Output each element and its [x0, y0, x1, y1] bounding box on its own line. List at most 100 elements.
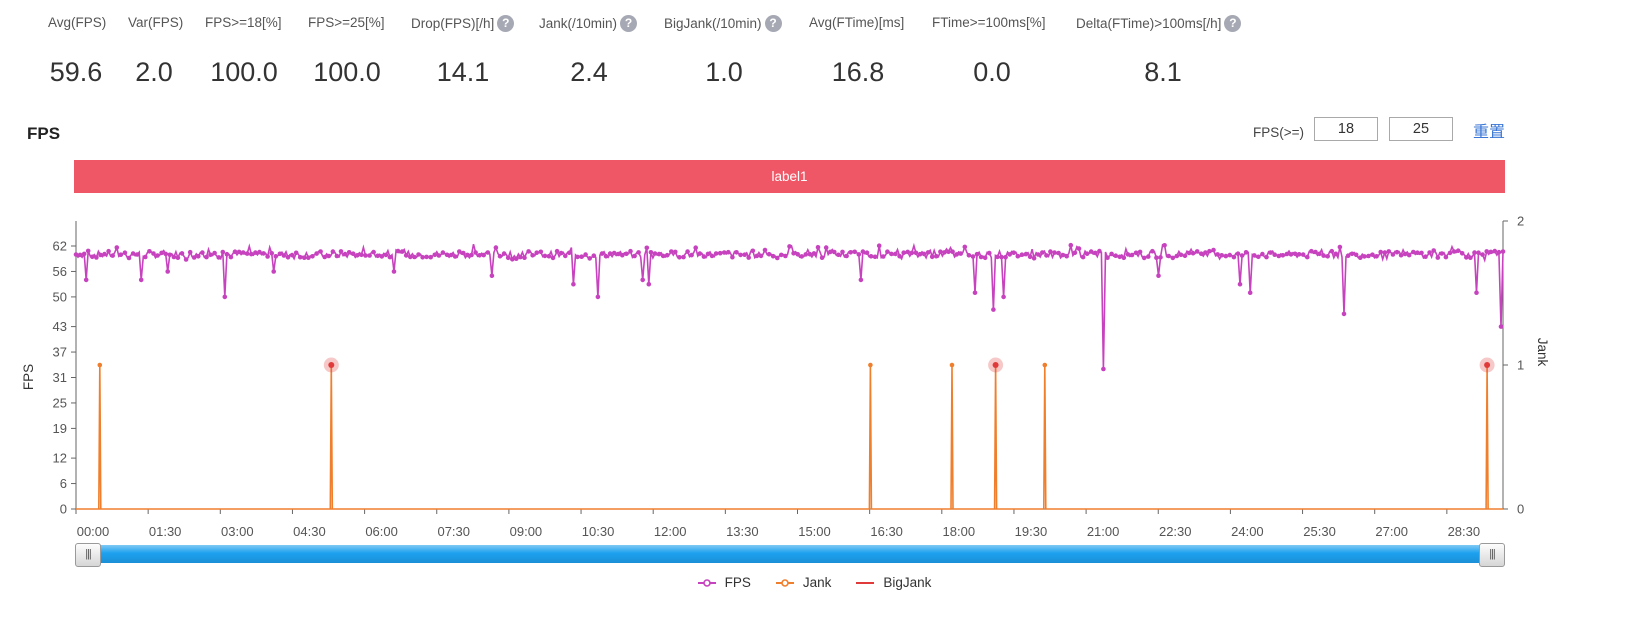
fps-point — [196, 253, 201, 259]
fps-point — [1468, 255, 1473, 260]
fps-point — [1419, 250, 1424, 256]
metric-label-text: Avg(FTime)[ms] — [809, 15, 905, 30]
fps-point — [828, 249, 833, 255]
fps-point — [375, 253, 381, 259]
fps-point — [1439, 251, 1445, 256]
fps-point — [289, 252, 295, 258]
fps-point — [734, 250, 739, 255]
x-tick-label: 24:00 — [1231, 524, 1264, 539]
fps-point — [110, 253, 115, 258]
x-tick-label: 01:30 — [149, 524, 182, 539]
legend-marker-icon — [697, 578, 716, 587]
fps-point — [972, 290, 978, 296]
fps-point — [1007, 252, 1012, 257]
legend-item-jank[interactable]: Jank — [775, 575, 832, 590]
fps-point — [542, 253, 548, 259]
fps-point — [646, 281, 652, 287]
fps-point — [77, 252, 83, 258]
fps-point — [950, 249, 955, 254]
fps-point — [408, 254, 413, 260]
fps-point — [1080, 254, 1086, 260]
fps-point — [477, 253, 482, 258]
zoom-slider-right-handle[interactable]: ||| — [1479, 543, 1505, 567]
fps-point — [567, 250, 572, 256]
x-tick-label: 16:30 — [870, 524, 903, 539]
fps-point — [1362, 254, 1367, 259]
help-icon[interactable]: ? — [620, 15, 638, 32]
fps-point — [1056, 250, 1061, 256]
fps-point — [1052, 250, 1057, 255]
metric-label-text: FPS>=25[%] — [308, 15, 385, 30]
metric-label: Var(FPS) — [128, 15, 183, 30]
fps-point — [85, 248, 91, 254]
fps-point — [1027, 254, 1033, 260]
fps-point — [746, 255, 751, 260]
fps-point — [387, 254, 393, 260]
fps-point — [130, 251, 136, 256]
x-tick-label: 13:30 — [726, 524, 759, 539]
help-icon[interactable]: ? — [497, 15, 515, 32]
zoom-slider-track[interactable] — [84, 545, 1496, 563]
reset-button[interactable]: 重置 — [1473, 122, 1506, 141]
fps-point — [412, 254, 417, 260]
fps-point — [444, 252, 450, 258]
fps-point — [165, 269, 170, 274]
legend-item-fps[interactable]: FPS — [697, 575, 751, 590]
help-icon[interactable]: ? — [1224, 15, 1242, 32]
fps-point — [359, 252, 364, 258]
fps-point — [277, 251, 283, 257]
x-tick-label: 25:30 — [1303, 524, 1336, 539]
fps-point — [302, 255, 307, 260]
fps-point — [1480, 252, 1485, 257]
y2-tick-label: 1 — [1517, 358, 1524, 373]
fps-point — [163, 251, 168, 257]
zoom-slider-left-handle[interactable]: ||| — [75, 543, 101, 567]
metric-value: 59.6 — [49, 57, 103, 87]
fps-point — [1186, 250, 1192, 256]
fps-point — [624, 251, 629, 257]
fps-point — [607, 251, 613, 256]
fps-threshold-high-input[interactable] — [1389, 117, 1453, 141]
fps-point — [222, 294, 228, 300]
fps-point — [1366, 253, 1371, 259]
fps-point — [1117, 254, 1122, 260]
fps-point — [465, 252, 470, 258]
bigjank-point — [992, 362, 999, 368]
fps-point — [787, 244, 792, 249]
fps-point — [860, 249, 866, 254]
metric-value: 8.1 — [1144, 57, 1182, 87]
fps-series-line — [75, 242, 1504, 370]
fps-point — [893, 251, 898, 257]
legend-label: Jank — [802, 575, 832, 590]
y2-axis-title: Jank — [1535, 338, 1550, 367]
fps-point — [261, 251, 266, 256]
help-icon[interactable]: ? — [764, 15, 782, 32]
jank-point — [1042, 362, 1048, 368]
fps-point — [1411, 249, 1416, 255]
fps-threshold-low-input[interactable] — [1314, 117, 1378, 141]
metric-label: BigJank(/10min)? — [664, 15, 782, 32]
fps-point — [1003, 254, 1008, 260]
legend-item-bigjank[interactable]: BigJank — [855, 575, 931, 590]
fps-point — [330, 249, 336, 254]
fps-point — [616, 251, 621, 257]
fps-point — [1093, 250, 1098, 256]
fps-point — [579, 254, 584, 259]
fps-point — [1178, 252, 1184, 258]
fps-point — [1101, 366, 1106, 372]
fps-point — [306, 255, 311, 260]
fps-point — [938, 249, 943, 254]
fps-point — [881, 254, 886, 259]
fps-point — [1498, 324, 1504, 329]
fps-point — [1137, 249, 1143, 255]
fps-point — [497, 253, 503, 259]
fps-point — [1431, 248, 1436, 253]
fps-point — [1451, 249, 1457, 254]
fps-point — [461, 250, 466, 256]
fps-point — [265, 254, 270, 259]
fps-point — [1455, 248, 1461, 253]
fps-point — [1300, 252, 1306, 257]
fps-point — [660, 253, 666, 259]
fps-point — [1370, 252, 1375, 257]
